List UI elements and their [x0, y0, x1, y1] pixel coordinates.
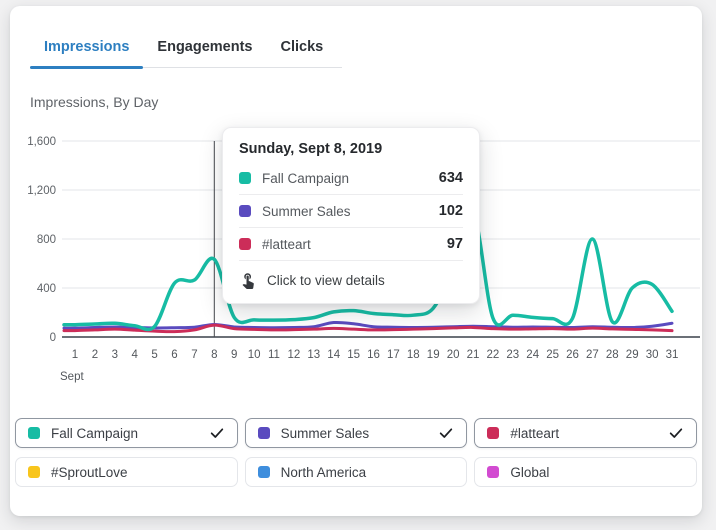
series-value: 97 — [446, 236, 463, 252]
x-tick-label: 26 — [566, 349, 579, 361]
tab-engagements[interactable]: Engagements — [157, 39, 253, 55]
x-tick-label: 2 — [92, 349, 98, 361]
x-tick-label: 18 — [407, 349, 420, 361]
y-tick-label: 1,600 — [27, 136, 56, 148]
x-tick-label: 27 — [586, 349, 599, 361]
tab-bar: Impressions Engagements Clicks — [30, 28, 342, 69]
checkmark-icon — [668, 425, 684, 441]
y-tick-label: 400 — [37, 283, 56, 295]
checkmark-icon — [438, 425, 454, 441]
series-color-swatch — [239, 205, 251, 217]
series-name: Fall Campaign — [262, 170, 350, 186]
x-tick-label: 17 — [387, 349, 400, 361]
legend-toggle-fall-campaign[interactable]: Fall Campaign — [15, 418, 238, 448]
series-line--latteart[interactable] — [62, 323, 674, 334]
x-tick-label: 9 — [231, 349, 237, 361]
chart-tooltip: Sunday, Sept 8, 2019 Fall Campaign 634 Sum… — [222, 127, 480, 304]
legend-label: North America — [280, 464, 367, 480]
tooltip-row: Fall Campaign 634 — [239, 162, 463, 195]
x-tick-label: 3 — [112, 349, 118, 361]
x-tick-label: 20 — [447, 349, 460, 361]
checkmark-icon — [209, 425, 225, 441]
x-tick-label: 8 — [211, 349, 217, 361]
legend-toggle--sproutlove[interactable]: #SproutLove — [15, 457, 238, 487]
x-tick-label: 21 — [467, 349, 480, 361]
series-name: Summer Sales — [262, 203, 351, 219]
legend-label: Fall Campaign — [51, 425, 139, 441]
legend-label: Global — [510, 464, 550, 480]
x-tick-label: 11 — [268, 349, 280, 361]
tooltip-row: #latteart 97 — [239, 228, 463, 261]
x-tick-label: 19 — [427, 349, 440, 361]
x-tick-label: 14 — [327, 349, 340, 361]
legend-color-swatch — [257, 466, 270, 478]
x-tick-label: 31 — [666, 349, 679, 361]
x-tick-label: 10 — [248, 349, 261, 361]
series-color-swatch — [239, 172, 251, 184]
legend-label: #latteart — [510, 425, 560, 441]
tooltip-view-details[interactable]: Click to view details — [239, 261, 463, 293]
legend-label: #SproutLove — [51, 464, 128, 480]
chart-area: 0 400 800 1,200 1,600 1 2 3 4 5 6 7 8 9 10 11 12 13 14 15 16… — [10, 6, 702, 406]
x-tick-label: 12 — [288, 349, 301, 361]
legend-toggle-summer-sales[interactable]: Summer Sales — [244, 418, 468, 448]
x-tick-label: 16 — [367, 349, 380, 361]
x-tick-label: 7 — [191, 349, 197, 361]
series-line-summer-sales[interactable] — [62, 320, 674, 330]
y-tick-label: 1,200 — [27, 185, 56, 197]
legend-toggle--latteart[interactable]: #latteart — [474, 418, 697, 448]
tooltip-date: Sunday, Sept 8, 2019 — [239, 141, 383, 157]
tab-impressions[interactable]: Impressions — [30, 39, 144, 69]
legend-color-swatch — [257, 427, 270, 439]
x-tick-label: 22 — [487, 349, 500, 361]
legend-color-swatch — [487, 466, 500, 478]
x-tick-label: 29 — [626, 349, 639, 361]
series-color-swatch — [239, 238, 251, 250]
tooltip-row: Summer Sales 102 — [239, 195, 463, 228]
legend-color-swatch — [487, 427, 500, 439]
touch-tap-icon — [239, 271, 257, 289]
legend-color-swatch — [28, 466, 40, 478]
x-tick-label: 25 — [546, 349, 559, 361]
series-legend: Fall Campaign Summer Sales #latteart #Sprou… — [15, 418, 697, 487]
series-value: 634 — [438, 170, 463, 186]
legend-label: Summer Sales — [280, 425, 370, 441]
series-name: #latteart — [262, 236, 311, 252]
x-tick-label: 6 — [171, 349, 177, 361]
chart-title: Impressions, By Day — [30, 94, 159, 110]
x-tick-label: 5 — [151, 349, 157, 361]
series-value: 102 — [438, 203, 463, 219]
legend-toggle-north-america[interactable]: North America — [244, 457, 468, 487]
y-tick-label: 0 — [50, 332, 56, 344]
y-tick-label: 800 — [37, 234, 56, 246]
x-tick-label: 30 — [646, 349, 659, 361]
legend-toggle-global[interactable]: Global — [474, 457, 697, 487]
legend-color-swatch — [28, 427, 40, 439]
x-tick-label: 23 — [506, 349, 519, 361]
series-line-fall-campaign[interactable] — [62, 209, 674, 332]
tab-clicks[interactable]: Clicks — [280, 39, 324, 55]
tooltip-footer-label: Click to view details — [267, 272, 385, 288]
x-tick-label: 4 — [131, 349, 138, 361]
x-tick-label: 13 — [307, 349, 320, 361]
x-tick-label: 28 — [606, 349, 619, 361]
analytics-card: Impressions Engagements Clicks Impressions… — [10, 6, 702, 516]
x-tick-label: 24 — [526, 349, 539, 361]
x-tick-label: 1 — [72, 349, 78, 361]
x-axis-month-label: Sept — [60, 371, 84, 383]
x-tick-label: 15 — [347, 349, 360, 361]
